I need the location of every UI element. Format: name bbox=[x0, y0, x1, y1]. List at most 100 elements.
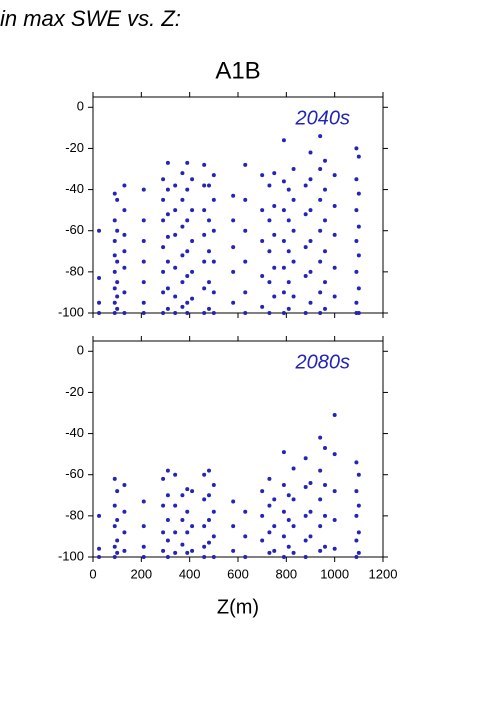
data-point bbox=[185, 218, 190, 223]
data-point bbox=[207, 218, 211, 223]
data-point bbox=[267, 476, 272, 481]
data-point bbox=[165, 234, 170, 239]
data-point bbox=[291, 259, 296, 264]
data-point bbox=[141, 187, 146, 192]
data-point bbox=[281, 138, 286, 143]
data-point bbox=[207, 540, 211, 545]
data-point bbox=[165, 259, 170, 264]
data-point bbox=[308, 177, 313, 182]
data-point bbox=[231, 218, 236, 223]
y-tick-label: -20 bbox=[65, 140, 84, 155]
data-point bbox=[308, 509, 313, 514]
data-point bbox=[211, 509, 216, 514]
data-point bbox=[112, 476, 117, 481]
data-point bbox=[243, 555, 248, 559]
y-tick-label: -100 bbox=[58, 304, 84, 319]
data-point bbox=[185, 509, 190, 514]
data-point bbox=[272, 294, 277, 299]
data-point bbox=[173, 550, 178, 555]
data-point bbox=[281, 450, 286, 455]
data-point bbox=[303, 513, 308, 518]
y-tick-label: -40 bbox=[65, 181, 84, 196]
data-point bbox=[180, 171, 185, 176]
x-tick-label: 600 bbox=[227, 566, 249, 581]
data-point bbox=[267, 530, 272, 535]
data-point bbox=[318, 134, 323, 139]
data-point bbox=[318, 435, 323, 440]
data-point bbox=[165, 187, 170, 192]
x-tick-label: 1000 bbox=[320, 566, 349, 581]
data-point bbox=[286, 187, 291, 192]
data-point bbox=[122, 311, 127, 315]
data-point bbox=[202, 544, 207, 549]
data-point bbox=[202, 311, 207, 315]
data-point bbox=[207, 468, 211, 473]
x-tick-label: 0 bbox=[89, 566, 96, 581]
data-point bbox=[97, 311, 102, 315]
period-label: 2080s bbox=[295, 351, 351, 373]
data-point bbox=[260, 208, 265, 213]
data-point bbox=[211, 173, 216, 178]
data-point bbox=[323, 280, 327, 285]
data-point bbox=[165, 306, 170, 311]
data-point bbox=[291, 524, 296, 529]
data-point bbox=[260, 513, 265, 518]
data-point bbox=[267, 183, 272, 188]
data-point bbox=[354, 489, 359, 494]
data-point bbox=[356, 191, 361, 196]
data-point bbox=[97, 228, 102, 233]
data-point bbox=[291, 294, 296, 299]
data-point bbox=[281, 208, 286, 213]
data-point bbox=[211, 259, 216, 264]
data-point bbox=[112, 269, 117, 274]
data-point bbox=[161, 177, 166, 182]
data-point bbox=[161, 548, 166, 553]
data-point bbox=[303, 485, 308, 490]
scenario-title: A1B bbox=[215, 57, 260, 84]
data-point bbox=[173, 208, 178, 213]
y-tick-label: -80 bbox=[65, 507, 84, 522]
data-point bbox=[161, 245, 166, 250]
data-point bbox=[141, 311, 146, 315]
data-point bbox=[332, 265, 337, 270]
data-point bbox=[260, 173, 265, 178]
data-point bbox=[165, 468, 170, 473]
data-point bbox=[185, 530, 190, 535]
data-point bbox=[161, 503, 166, 508]
figure-title: in max SWE vs. Z: bbox=[0, 6, 181, 31]
data-point bbox=[267, 280, 272, 285]
data-point bbox=[267, 249, 272, 254]
data-point bbox=[185, 187, 190, 192]
data-point bbox=[112, 524, 117, 529]
plot-frame bbox=[92, 340, 384, 558]
data-point bbox=[115, 306, 120, 311]
data-point bbox=[161, 530, 166, 535]
data-point bbox=[180, 197, 185, 202]
data-point bbox=[190, 239, 195, 243]
data-point bbox=[356, 472, 361, 477]
data-point bbox=[122, 548, 127, 553]
data-point bbox=[318, 197, 323, 202]
data-point bbox=[211, 311, 216, 315]
data-point bbox=[141, 218, 146, 223]
data-point bbox=[303, 183, 308, 188]
data-point bbox=[180, 280, 185, 285]
data-point bbox=[202, 555, 207, 559]
data-point bbox=[286, 249, 291, 254]
data-point bbox=[291, 466, 296, 471]
data-point bbox=[202, 232, 207, 237]
data-point bbox=[141, 280, 146, 285]
data-point bbox=[354, 300, 359, 305]
data-point bbox=[180, 542, 185, 547]
y-tick-label: 0 bbox=[77, 99, 84, 114]
data-point bbox=[356, 253, 361, 258]
data-point bbox=[332, 546, 337, 551]
data-point bbox=[112, 286, 117, 291]
data-point bbox=[141, 544, 146, 549]
data-point bbox=[173, 294, 178, 299]
data-point bbox=[122, 290, 127, 295]
data-point bbox=[291, 228, 296, 233]
data-point bbox=[202, 183, 207, 188]
x-tick-label: 200 bbox=[130, 566, 152, 581]
